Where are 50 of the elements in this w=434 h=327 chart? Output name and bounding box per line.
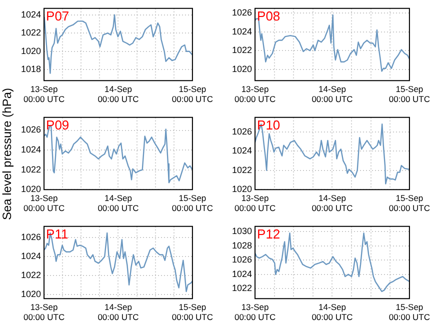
chart-title: P11: [46, 226, 68, 242]
y-tick-label: 1022: [232, 164, 252, 175]
y-tick-label: 1020: [20, 184, 42, 194]
y-tick-label: 1024: [232, 26, 252, 36]
y-tick-label: 1026: [20, 124, 42, 135]
x-tick-label: 15-Sep 00:00 UTC: [172, 302, 214, 322]
x-tick-label: 14-Sep 00:00 UTC: [312, 193, 353, 214]
y-tick-label: 1020: [20, 288, 42, 299]
x-tick-label: 13-Sep 00:00 UTC: [234, 302, 276, 322]
x-tick-label: 14-Sep 00:00 UTC: [312, 302, 353, 322]
x-tick-label: 15-Sep 00:00 UTC: [172, 84, 214, 104]
x-tick-label: 14-Sep 00:00 UTC: [98, 84, 139, 104]
y-tick-label: 1022: [232, 283, 252, 294]
y-tick-label: 1024: [20, 9, 42, 20]
chart-title: P10: [257, 117, 280, 132]
x-tick-label: 13-Sep 00:00 UTC: [234, 84, 276, 104]
y-tick-label: 1026: [20, 232, 42, 242]
x-tick-label: 13-Sep 00:00 UTC: [23, 193, 65, 214]
y-tick-label: 1020: [232, 64, 252, 74]
y-tick-label: 1028: [232, 240, 252, 250]
x-tick-label: 13-Sep 00:00 UTC: [234, 193, 276, 214]
chart-title: P12: [257, 226, 280, 242]
x-tick-label: 13-Sep 00:00 UTC: [23, 84, 65, 104]
y-tick-label: 1022: [232, 45, 252, 56]
x-tick-label: 15-Sep 00:00 UTC: [172, 193, 214, 214]
x-tick-label: 15-Sep 00:00 UTC: [388, 193, 430, 214]
y-tick-label: 1024: [20, 251, 42, 262]
y-tick-label: 1018: [20, 64, 42, 74]
x-tick-label: 13-Sep 00:00 UTC: [23, 302, 65, 322]
y-axis-title: Sea level pressure (hPa): [0, 88, 14, 220]
x-tick-label: 14-Sep 00:00 UTC: [312, 84, 353, 104]
y-tick-label: 1022: [20, 270, 42, 280]
y-tick-label: 1024: [232, 146, 252, 156]
y-tick-label: 1024: [20, 144, 42, 155]
y-tick-label: 1022: [20, 28, 42, 38]
x-tick-label: 15-Sep 00:00 UTC: [388, 302, 430, 322]
y-tick-label: 1024: [232, 268, 252, 279]
x-tick-label: 15-Sep 00:00 UTC: [388, 84, 430, 104]
x-tick-label: 14-Sep 00:00 UTC: [98, 302, 139, 322]
y-tick-label: 1022: [20, 164, 42, 174]
y-tick-label: 1026: [232, 8, 252, 18]
chart-title: P07: [46, 8, 70, 24]
y-tick-label: 1026: [232, 126, 252, 136]
y-tick-label: 1026: [232, 254, 252, 265]
chart-title: P09: [46, 117, 70, 132]
chart-title: P08: [257, 8, 280, 24]
x-tick-label: 14-Sep 00:00 UTC: [98, 193, 139, 214]
y-tick-label: 1030: [232, 226, 252, 236]
y-tick-label: 1020: [20, 46, 42, 56]
y-tick-label: 1020: [232, 184, 252, 194]
